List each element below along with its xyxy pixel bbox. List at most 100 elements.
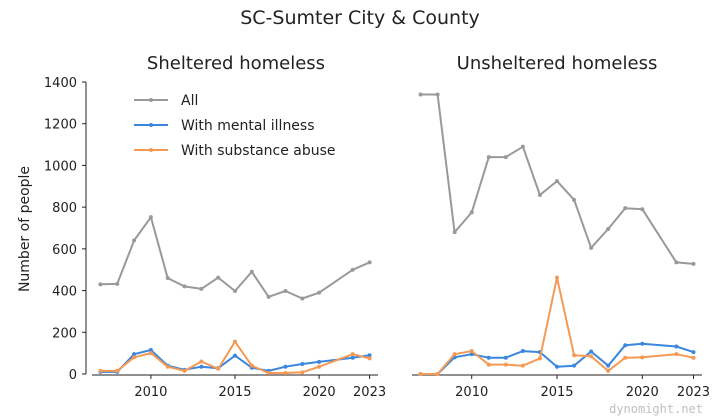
y-tick-label: 1200 xyxy=(44,118,77,133)
series-line-with-substance-abuse xyxy=(100,340,370,374)
data-point-with-substance-abuse xyxy=(503,362,508,367)
data-point-all xyxy=(469,210,474,215)
series-line-with-substance-abuse xyxy=(420,276,694,375)
data-point-with-substance-abuse xyxy=(469,349,474,354)
data-point-with-substance-abuse xyxy=(300,370,305,375)
x-tick-label: 2023 xyxy=(353,385,386,400)
data-point-with-mental-illness xyxy=(148,348,153,353)
data-point-with-substance-abuse xyxy=(249,363,254,368)
data-point-with-mental-illness xyxy=(367,353,372,358)
legend-marker-all xyxy=(149,98,153,102)
data-point-all xyxy=(640,207,645,212)
data-point-with-substance-abuse xyxy=(216,366,221,371)
data-point-with-substance-abuse xyxy=(98,368,103,373)
data-point-with-substance-abuse xyxy=(132,355,137,360)
data-point-with-mental-illness xyxy=(589,349,594,354)
data-point-with-substance-abuse xyxy=(520,363,525,368)
legend-marker-with-substance-abuse xyxy=(149,148,153,152)
x-tick-label: 2010 xyxy=(455,385,488,400)
chart-title: SC-Sumter City & County xyxy=(240,7,480,29)
data-point-all xyxy=(249,269,254,274)
x-tick-label: 2023 xyxy=(677,385,710,400)
data-point-with-substance-abuse xyxy=(486,362,491,367)
data-point-all xyxy=(233,288,237,293)
data-point-all xyxy=(623,206,628,211)
data-point-all xyxy=(435,92,440,97)
x-tick-label: 2020 xyxy=(626,385,659,400)
data-point-all xyxy=(674,260,679,265)
data-point-all xyxy=(148,215,153,220)
series-line-all xyxy=(420,93,694,265)
data-point-with-mental-illness xyxy=(132,352,137,357)
data-point-all xyxy=(572,197,577,202)
legend-label-all: All xyxy=(181,93,198,109)
data-point-with-mental-illness xyxy=(623,343,628,348)
data-point-all xyxy=(691,261,696,266)
data-point-with-mental-illness xyxy=(233,353,237,358)
data-point-with-mental-illness xyxy=(691,350,696,355)
data-point-with-substance-abuse xyxy=(350,352,355,357)
y-tick-label: 1000 xyxy=(44,159,77,174)
data-point-with-substance-abuse xyxy=(367,356,372,361)
y-tick-label: 600 xyxy=(52,243,77,258)
panel-unsheltered: 2010 2015 2020 2023 xyxy=(412,92,710,400)
legend: All With mental illness With substance abu… xyxy=(134,93,336,159)
data-point-with-substance-abuse xyxy=(691,355,696,360)
data-point-all xyxy=(452,230,457,235)
data-point-all xyxy=(537,193,542,198)
data-point-with-mental-illness xyxy=(503,355,508,360)
data-point-with-mental-illness xyxy=(317,359,322,364)
data-point-with-substance-abuse xyxy=(182,368,187,373)
data-point-with-substance-abuse xyxy=(115,368,120,373)
y-tick-label: 1400 xyxy=(44,76,77,91)
y-axis-label: Number of people xyxy=(17,166,33,292)
data-point-with-mental-illness xyxy=(283,364,288,369)
data-point-all xyxy=(216,275,221,280)
data-point-all xyxy=(317,290,322,295)
data-point-with-mental-illness xyxy=(350,355,355,360)
x-tick-label: 2015 xyxy=(218,385,251,400)
data-point-with-mental-illness xyxy=(520,349,525,354)
data-point-all xyxy=(165,276,170,281)
data-point-all xyxy=(350,267,355,272)
data-point-all xyxy=(503,155,508,160)
data-point-with-substance-abuse xyxy=(674,352,679,357)
panel-sheltered: 2010 2015 2020 2023 0 200 400 600 800 1000 1200 140… xyxy=(44,76,386,400)
legend-label-with-mental-illness: With mental illness xyxy=(181,118,315,134)
data-point-with-mental-illness xyxy=(469,352,474,357)
data-point-with-mental-illness xyxy=(572,363,577,368)
data-point-all xyxy=(266,294,271,299)
data-point-with-substance-abuse xyxy=(640,355,645,360)
x-tick-label: 2015 xyxy=(540,385,573,400)
data-point-with-mental-illness xyxy=(300,361,305,366)
data-point-all xyxy=(520,144,525,149)
data-point-all xyxy=(418,92,423,97)
watermark: dynomight.net xyxy=(609,402,703,416)
data-point-all xyxy=(115,281,120,286)
panel-title-unsheltered: Unsheltered homeless xyxy=(457,53,658,74)
data-point-all xyxy=(300,296,305,301)
data-point-with-substance-abuse xyxy=(555,275,559,280)
data-point-with-substance-abuse xyxy=(233,339,237,344)
series-line-with-mental-illness xyxy=(420,342,694,375)
x-tick-label: 2020 xyxy=(303,385,336,400)
data-point-with-substance-abuse xyxy=(606,368,611,373)
panel-title-sheltered: Sheltered homeless xyxy=(147,53,325,74)
series-line-all xyxy=(100,216,370,300)
data-point-with-substance-abuse xyxy=(435,372,440,376)
data-point-all xyxy=(486,155,491,160)
x-tick-label: 2010 xyxy=(134,385,167,400)
legend-label-with-substance-abuse: With substance abuse xyxy=(181,143,336,159)
data-point-all xyxy=(182,284,187,289)
data-point-with-mental-illness xyxy=(640,341,645,346)
data-point-with-substance-abuse xyxy=(165,364,170,369)
y-tick-label: 200 xyxy=(52,326,77,341)
legend-marker-with-mental-illness xyxy=(149,123,153,127)
data-point-all xyxy=(367,260,372,265)
data-point-with-substance-abuse xyxy=(572,353,577,358)
data-point-all xyxy=(589,245,594,250)
y-tick-label: 400 xyxy=(52,285,77,300)
data-point-with-mental-illness xyxy=(486,355,491,360)
data-point-all xyxy=(98,282,103,287)
data-point-with-mental-illness xyxy=(674,344,679,349)
